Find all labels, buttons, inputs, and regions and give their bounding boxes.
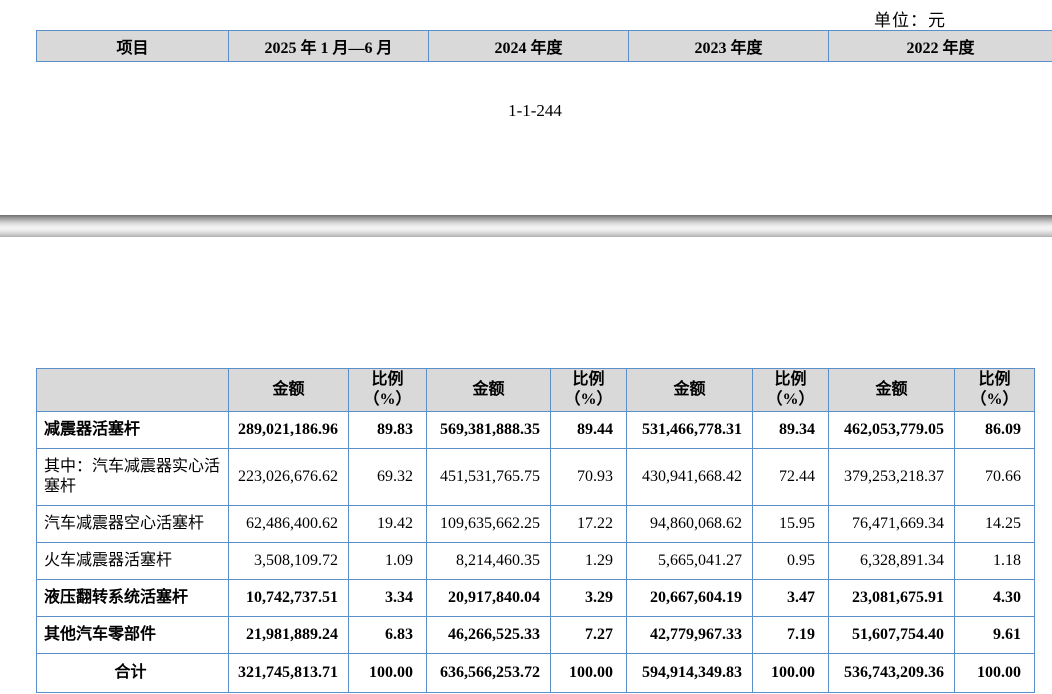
col-header-item: 项目 [37,31,229,62]
cell-amount: 379,253,218.37 [829,449,955,506]
cell-amount: 20,667,604.19 [627,580,753,617]
row-label: 合计 [37,654,229,693]
ratio-header-2022: 比例 （%） [955,369,1035,412]
row-label: 液压翻转系统活塞杆 [37,580,229,617]
cell-ratio: 15.95 [753,506,829,543]
ratio-header-line1: 比例 [371,371,403,388]
cell-amount: 10,742,737.51 [229,580,349,617]
cell-amount: 62,486,400.62 [229,506,349,543]
cell-ratio: 100.00 [955,654,1035,693]
cell-amount: 5,665,041.27 [627,543,753,580]
cell-ratio: 1.18 [955,543,1035,580]
cell-ratio: 89.44 [551,412,627,449]
col-header-2023: 2023 年度 [629,31,829,62]
cell-amount: 8,214,460.35 [427,543,551,580]
cell-amount: 20,917,840.04 [427,580,551,617]
page-number: 1-1-244 [36,101,1034,121]
cell-amount: 94,860,068.62 [627,506,753,543]
ratio-header-line1: 比例 [774,371,806,388]
cell-ratio: 9.61 [955,617,1035,654]
col-header-2024: 2024 年度 [429,31,629,62]
ratio-header-line2: （%） [766,391,814,408]
unit-label: 单位：元 [874,6,946,31]
cell-amount: 21,981,889.24 [229,617,349,654]
cell-amount: 223,026,676.62 [229,449,349,506]
cell-amount: 569,381,888.35 [427,412,551,449]
cell-amount: 289,021,186.96 [229,412,349,449]
table-row-shock-absorber-piston-rod: 减震器活塞杆 289,021,186.96 89.83 569,381,888.… [37,412,1035,449]
cell-ratio: 1.09 [349,543,427,580]
cell-ratio: 3.29 [551,580,627,617]
cell-amount: 6,328,891.34 [829,543,955,580]
cell-ratio: 70.93 [551,449,627,506]
cell-ratio: 70.66 [955,449,1035,506]
row-label: 减震器活塞杆 [37,412,229,449]
cell-ratio: 7.27 [551,617,627,654]
cell-amount: 536,743,209.36 [829,654,955,693]
cell-ratio: 72.44 [753,449,829,506]
cell-ratio: 89.83 [349,412,427,449]
cell-amount: 430,941,668.42 [627,449,753,506]
cell-ratio: 3.47 [753,580,829,617]
ratio-header-line2: （%） [970,391,1018,408]
cell-amount: 109,635,662.25 [427,506,551,543]
ratio-header-2024: 比例 （%） [551,369,627,412]
ratio-header-line1: 比例 [572,371,604,388]
cell-ratio: 100.00 [551,654,627,693]
page-break-divider [0,215,1052,237]
cell-ratio: 0.95 [753,543,829,580]
amount-header-2022: 金额 [829,369,955,412]
amount-header-2025: 金额 [229,369,349,412]
ratio-header-line2: （%） [564,391,612,408]
row-label: 其中：汽车减震器实心活塞杆 [37,449,229,506]
cell-ratio: 100.00 [753,654,829,693]
cell-amount: 42,779,967.33 [627,617,753,654]
table-row-train-piston-rod: 火车减震器活塞杆 3,508,109.72 1.09 8,214,460.35 … [37,543,1035,580]
cell-amount: 76,471,669.34 [829,506,955,543]
cell-ratio: 7.19 [753,617,829,654]
cell-amount: 3,508,109.72 [229,543,349,580]
cell-ratio: 6.83 [349,617,427,654]
period-header-table: 项目 2025 年 1 月—6 月 2024 年度 2023 年度 2022 年… [36,30,1052,62]
cell-amount: 531,466,778.31 [627,412,753,449]
cell-ratio: 69.32 [349,449,427,506]
ratio-header-line1: 比例 [978,371,1010,388]
period-header-row: 项目 2025 年 1 月—6 月 2024 年度 2023 年度 2022 年… [37,31,1052,62]
cell-amount: 451,531,765.75 [427,449,551,506]
cell-ratio: 14.25 [955,506,1035,543]
cell-ratio: 17.22 [551,506,627,543]
cell-ratio: 19.42 [349,506,427,543]
table-row-auto-hollow-piston-rod: 汽车减震器空心活塞杆 62,486,400.62 19.42 109,635,6… [37,506,1035,543]
ratio-header-line2: （%） [363,391,411,408]
table-row-other-auto-parts: 其他汽车零部件 21,981,889.24 6.83 46,266,525.33… [37,617,1035,654]
table-row-total: 合计 321,745,813.71 100.00 636,566,253.72 … [37,654,1035,693]
cell-ratio: 4.30 [955,580,1035,617]
item-column-header [37,369,229,412]
cell-ratio: 3.34 [349,580,427,617]
ratio-header-2025: 比例 （%） [349,369,427,412]
cell-amount: 321,745,813.71 [229,654,349,693]
table-row-auto-solid-piston-rod: 其中：汽车减震器实心活塞杆 223,026,676.62 69.32 451,5… [37,449,1035,506]
cell-ratio: 100.00 [349,654,427,693]
cell-ratio: 86.09 [955,412,1035,449]
col-header-2022: 2022 年度 [829,31,1052,62]
amount-header-2023: 金额 [627,369,753,412]
cell-amount: 636,566,253.72 [427,654,551,693]
row-label: 汽车减震器空心活塞杆 [37,506,229,543]
amount-header-2024: 金额 [427,369,551,412]
cell-amount: 462,053,779.05 [829,412,955,449]
row-label: 火车减震器活塞杆 [37,543,229,580]
cell-ratio: 1.29 [551,543,627,580]
cell-amount: 23,081,675.91 [829,580,955,617]
cell-amount: 51,607,754.40 [829,617,955,654]
cell-amount: 594,914,349.83 [627,654,753,693]
ratio-header-2023: 比例 （%） [753,369,829,412]
cell-ratio: 89.34 [753,412,829,449]
row-label: 其他汽车零部件 [37,617,229,654]
col-header-2025h1: 2025 年 1 月—6 月 [229,31,429,62]
cell-amount: 46,266,525.33 [427,617,551,654]
table-header-row: 金额 比例 （%） 金额 比例 （%） 金额 比例 （%） 金额 比例 （%） [37,369,1035,412]
table-row-hydraulic-tipping-piston-rod: 液压翻转系统活塞杆 10,742,737.51 3.34 20,917,840.… [37,580,1035,617]
revenue-breakdown-table: 金额 比例 （%） 金额 比例 （%） 金额 比例 （%） 金额 比例 （%） 减震器活… [36,368,1035,693]
